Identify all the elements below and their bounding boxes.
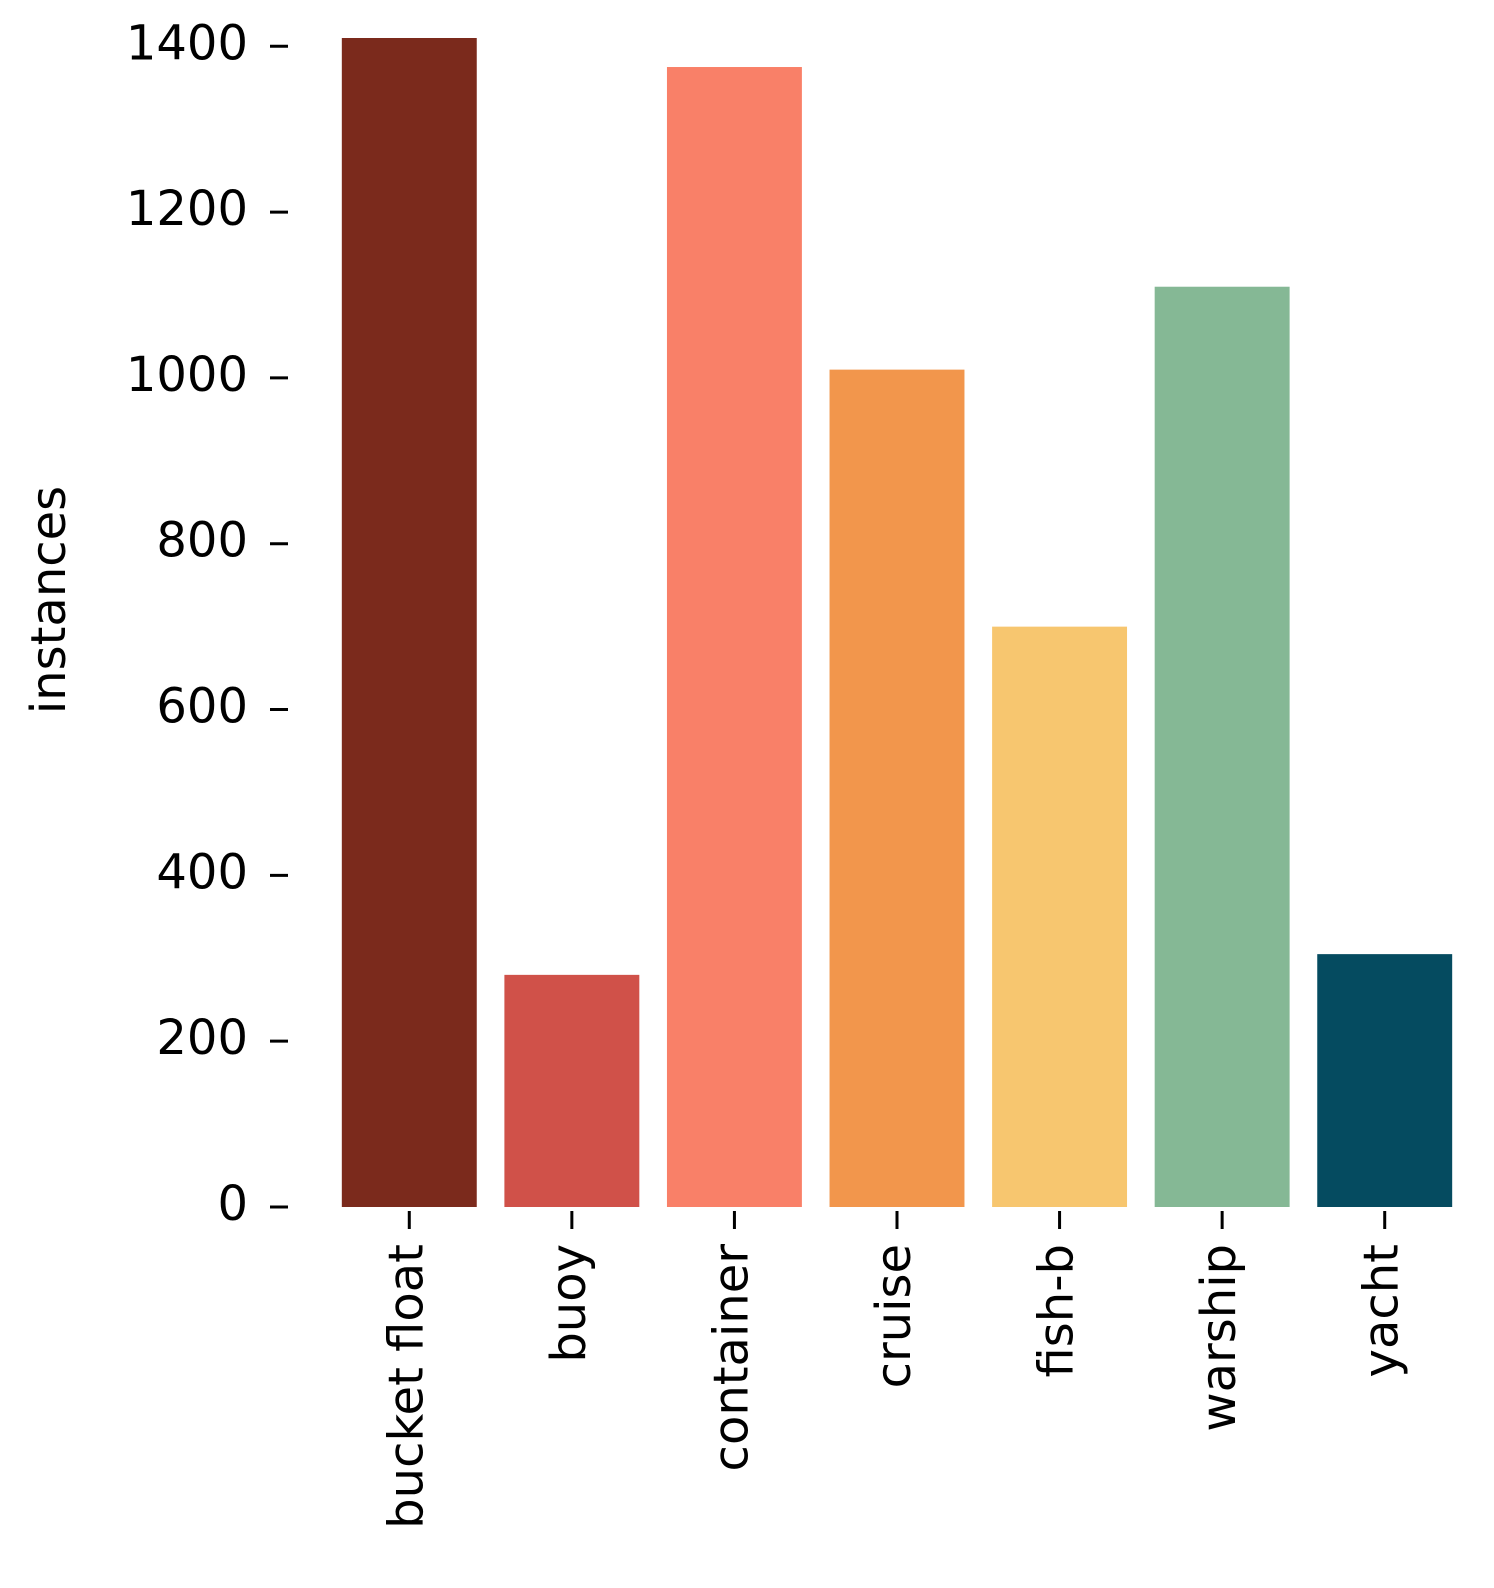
x-tick-label: buoy	[541, 1244, 597, 1363]
x-tick-label: container	[703, 1244, 759, 1472]
y-tick-label: 200	[156, 1010, 248, 1066]
y-tick-label: 1400	[126, 15, 248, 71]
y-axis-label: instances	[21, 486, 77, 714]
bar	[504, 974, 640, 1207]
y-tick-label: 600	[156, 679, 248, 735]
bar	[341, 38, 477, 1207]
y-tick-label: 800	[156, 513, 248, 569]
y-tick-label: 1200	[126, 181, 248, 237]
x-tick-label: yacht	[1354, 1244, 1410, 1377]
y-tick-label: 0	[217, 1176, 248, 1232]
bar	[666, 67, 802, 1208]
bar	[829, 369, 965, 1207]
x-tick-label: bucket float	[378, 1244, 434, 1529]
bar	[1317, 954, 1453, 1207]
bar	[1154, 286, 1290, 1208]
y-tick-label: 400	[156, 844, 248, 900]
x-tick-label: fish-b	[1029, 1244, 1085, 1377]
y-tick-label: 1000	[126, 347, 248, 403]
bar	[992, 626, 1128, 1207]
x-tick-label: warship	[1191, 1244, 1247, 1432]
x-tick-label: cruise	[866, 1244, 922, 1388]
